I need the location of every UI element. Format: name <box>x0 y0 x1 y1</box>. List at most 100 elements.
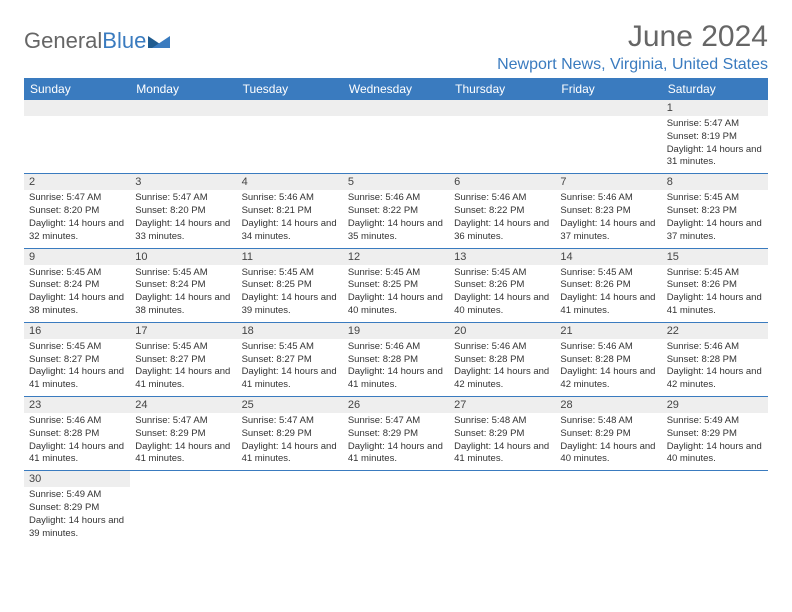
calendar-cell: 22Sunrise: 5:46 AMSunset: 8:28 PMDayligh… <box>662 322 768 396</box>
day-line: Sunset: 8:28 PM <box>667 354 763 367</box>
calendar-cell: 9Sunrise: 5:45 AMSunset: 8:24 PMDaylight… <box>24 248 130 322</box>
day-body: Sunrise: 5:45 AMSunset: 8:26 PMDaylight:… <box>662 265 768 322</box>
day-body: Sunrise: 5:45 AMSunset: 8:26 PMDaylight:… <box>449 265 555 322</box>
day-number <box>24 100 130 116</box>
month-title: June 2024 <box>497 20 768 54</box>
day-line: Daylight: 14 hours and 41 minutes. <box>454 441 550 467</box>
day-number: 3 <box>130 174 236 190</box>
day-line: Daylight: 14 hours and 41 minutes. <box>242 441 338 467</box>
calendar-body: 1Sunrise: 5:47 AMSunset: 8:19 PMDaylight… <box>24 100 768 545</box>
day-line: Sunset: 8:24 PM <box>29 279 125 292</box>
day-line: Sunset: 8:26 PM <box>454 279 550 292</box>
calendar-cell: 13Sunrise: 5:45 AMSunset: 8:26 PMDayligh… <box>449 248 555 322</box>
day-line: Daylight: 14 hours and 31 minutes. <box>667 144 763 170</box>
day-line: Sunrise: 5:45 AM <box>135 267 231 280</box>
day-line: Sunrise: 5:46 AM <box>454 192 550 205</box>
day-line: Sunset: 8:19 PM <box>667 131 763 144</box>
calendar-cell: 5Sunrise: 5:46 AMSunset: 8:22 PMDaylight… <box>343 174 449 248</box>
location-text: Newport News, Virginia, United States <box>497 56 768 74</box>
day-number: 10 <box>130 249 236 265</box>
day-line: Sunrise: 5:48 AM <box>454 415 550 428</box>
day-line: Sunset: 8:21 PM <box>242 205 338 218</box>
day-line: Daylight: 14 hours and 41 minutes. <box>348 441 444 467</box>
day-line: Daylight: 14 hours and 34 minutes. <box>242 218 338 244</box>
calendar-cell: 3Sunrise: 5:47 AMSunset: 8:20 PMDaylight… <box>130 174 236 248</box>
calendar-cell: 16Sunrise: 5:45 AMSunset: 8:27 PMDayligh… <box>24 322 130 396</box>
day-line: Sunrise: 5:45 AM <box>29 267 125 280</box>
day-line: Daylight: 14 hours and 42 minutes. <box>560 366 656 392</box>
calendar-cell: 21Sunrise: 5:46 AMSunset: 8:28 PMDayligh… <box>555 322 661 396</box>
day-body: Sunrise: 5:45 AMSunset: 8:27 PMDaylight:… <box>237 339 343 396</box>
day-line: Daylight: 14 hours and 35 minutes. <box>348 218 444 244</box>
day-body: Sunrise: 5:46 AMSunset: 8:28 PMDaylight:… <box>343 339 449 396</box>
weekday-header: Sunday <box>24 78 130 100</box>
day-line: Sunset: 8:28 PM <box>560 354 656 367</box>
day-number: 24 <box>130 397 236 413</box>
day-line: Sunrise: 5:45 AM <box>454 267 550 280</box>
day-number <box>555 100 661 116</box>
calendar-cell: 11Sunrise: 5:45 AMSunset: 8:25 PMDayligh… <box>237 248 343 322</box>
day-line: Sunrise: 5:45 AM <box>667 267 763 280</box>
day-body: Sunrise: 5:45 AMSunset: 8:24 PMDaylight:… <box>130 265 236 322</box>
day-line: Sunset: 8:29 PM <box>348 428 444 441</box>
day-line: Sunset: 8:26 PM <box>560 279 656 292</box>
calendar-cell: 2Sunrise: 5:47 AMSunset: 8:20 PMDaylight… <box>24 174 130 248</box>
calendar-row: 16Sunrise: 5:45 AMSunset: 8:27 PMDayligh… <box>24 322 768 396</box>
day-number: 29 <box>662 397 768 413</box>
calendar-cell <box>449 471 555 545</box>
day-line: Daylight: 14 hours and 39 minutes. <box>29 515 125 541</box>
day-line: Daylight: 14 hours and 41 minutes. <box>135 441 231 467</box>
day-number: 30 <box>24 471 130 487</box>
day-body: Sunrise: 5:45 AMSunset: 8:27 PMDaylight:… <box>130 339 236 396</box>
day-body: Sunrise: 5:49 AMSunset: 8:29 PMDaylight:… <box>24 487 130 544</box>
day-line: Sunrise: 5:45 AM <box>348 267 444 280</box>
day-line: Sunrise: 5:46 AM <box>29 415 125 428</box>
day-number: 1 <box>662 100 768 116</box>
day-body: Sunrise: 5:48 AMSunset: 8:29 PMDaylight:… <box>449 413 555 470</box>
day-line: Daylight: 14 hours and 41 minutes. <box>348 366 444 392</box>
calendar-cell: 18Sunrise: 5:45 AMSunset: 8:27 PMDayligh… <box>237 322 343 396</box>
day-line: Sunrise: 5:46 AM <box>454 341 550 354</box>
day-body: Sunrise: 5:47 AMSunset: 8:29 PMDaylight:… <box>343 413 449 470</box>
logo-general-text: General <box>24 28 102 54</box>
calendar-cell: 14Sunrise: 5:45 AMSunset: 8:26 PMDayligh… <box>555 248 661 322</box>
day-line: Daylight: 14 hours and 40 minutes. <box>454 292 550 318</box>
day-number: 27 <box>449 397 555 413</box>
day-number: 26 <box>343 397 449 413</box>
weekday-header: Monday <box>130 78 236 100</box>
day-number <box>343 100 449 116</box>
day-number: 11 <box>237 249 343 265</box>
calendar-cell <box>449 100 555 174</box>
day-line: Daylight: 14 hours and 38 minutes. <box>29 292 125 318</box>
calendar-cell: 17Sunrise: 5:45 AMSunset: 8:27 PMDayligh… <box>130 322 236 396</box>
day-body: Sunrise: 5:45 AMSunset: 8:24 PMDaylight:… <box>24 265 130 322</box>
day-line: Sunset: 8:29 PM <box>242 428 338 441</box>
day-line: Sunset: 8:24 PM <box>135 279 231 292</box>
day-body: Sunrise: 5:46 AMSunset: 8:22 PMDaylight:… <box>449 190 555 247</box>
calendar-cell <box>555 471 661 545</box>
calendar-row: 2Sunrise: 5:47 AMSunset: 8:20 PMDaylight… <box>24 174 768 248</box>
calendar-cell: 4Sunrise: 5:46 AMSunset: 8:21 PMDaylight… <box>237 174 343 248</box>
day-body: Sunrise: 5:46 AMSunset: 8:28 PMDaylight:… <box>555 339 661 396</box>
day-body: Sunrise: 5:45 AMSunset: 8:25 PMDaylight:… <box>237 265 343 322</box>
day-line: Sunset: 8:29 PM <box>454 428 550 441</box>
calendar-cell <box>24 100 130 174</box>
logo-blue-text: Blue <box>102 28 146 54</box>
day-body: Sunrise: 5:45 AMSunset: 8:25 PMDaylight:… <box>343 265 449 322</box>
calendar-cell: 30Sunrise: 5:49 AMSunset: 8:29 PMDayligh… <box>24 471 130 545</box>
calendar-cell: 29Sunrise: 5:49 AMSunset: 8:29 PMDayligh… <box>662 397 768 471</box>
day-number: 2 <box>24 174 130 190</box>
weekday-header: Wednesday <box>343 78 449 100</box>
day-line: Daylight: 14 hours and 37 minutes. <box>667 218 763 244</box>
weekday-header: Saturday <box>662 78 768 100</box>
day-line: Sunrise: 5:46 AM <box>560 341 656 354</box>
day-line: Daylight: 14 hours and 37 minutes. <box>560 218 656 244</box>
day-line: Sunset: 8:20 PM <box>29 205 125 218</box>
day-number: 12 <box>343 249 449 265</box>
day-line: Daylight: 14 hours and 41 minutes. <box>29 366 125 392</box>
day-line: Daylight: 14 hours and 40 minutes. <box>348 292 444 318</box>
day-line: Sunrise: 5:45 AM <box>135 341 231 354</box>
logo: GeneralBlue <box>24 28 170 54</box>
day-body: Sunrise: 5:45 AMSunset: 8:26 PMDaylight:… <box>555 265 661 322</box>
day-line: Daylight: 14 hours and 41 minutes. <box>560 292 656 318</box>
